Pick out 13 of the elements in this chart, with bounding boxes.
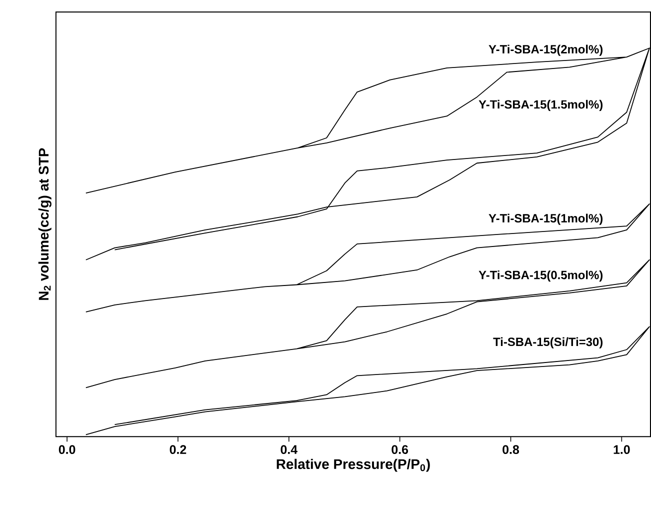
x-tick-label: 0.2 [170, 445, 186, 454]
x-tick-label: 0.4 [280, 445, 298, 454]
series-label: Y-Ti-SBA-15(1mol%) [488, 214, 603, 226]
x-axis-title: Relative Pressure(P/P$_{0}$) [276, 459, 430, 472]
series-label: Ti-SBA-15(Si/Ti=30) [493, 337, 603, 349]
series-label: Y-Ti-SBA-15(0.5mol%) [478, 270, 603, 282]
x-tick-label: 0.8 [502, 445, 520, 454]
x-tick-label: 0.6 [392, 445, 408, 454]
series-label: Y-Ti-SBA-15(2mol%) [488, 44, 603, 56]
y-axis-title: N$_{2}$ volume(cc/g) at STP [38, 148, 52, 300]
series-label: Y-Ti-SBA-15(1.5mol%) [478, 100, 603, 112]
x-tick-label: 1.0 [614, 445, 630, 454]
x-tick-label: 0.0 [58, 445, 76, 454]
